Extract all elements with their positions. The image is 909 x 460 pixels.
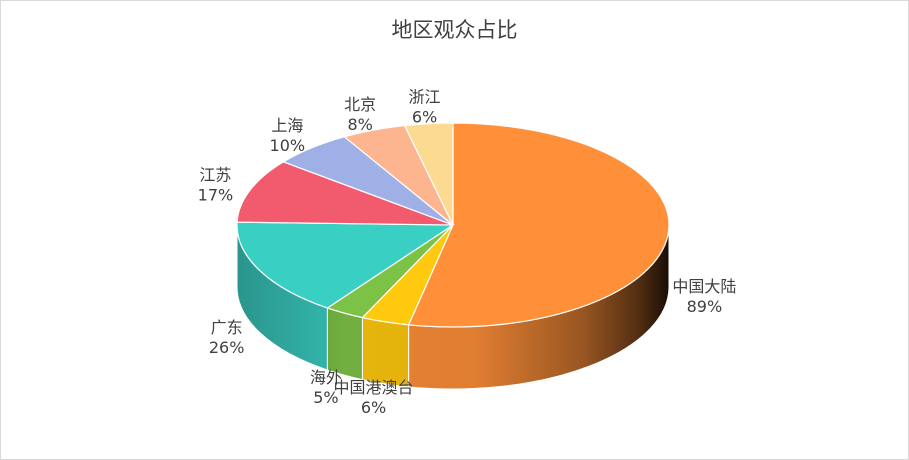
data-label: 中国大陆 89% bbox=[672, 277, 736, 316]
data-label: 北京 8% bbox=[344, 95, 376, 134]
slice-e6b599e6b19f[interactable] bbox=[403, 122, 454, 226]
data-label: 广东 26% bbox=[209, 318, 245, 357]
data-label: 上海 10% bbox=[270, 116, 306, 155]
slice-e6b19fe88b8f[interactable] bbox=[236, 161, 454, 226]
data-label: 浙江 6% bbox=[409, 87, 441, 126]
slice-e4b8ade59bbde6b8afe6beb3e58fb0-side bbox=[361, 316, 410, 388]
data-label: 江苏 17% bbox=[198, 165, 234, 204]
chart-title: 地区观众占比 bbox=[391, 18, 518, 42]
slice-e5b9bfe4b89c[interactable] bbox=[236, 221, 455, 309]
slice-e4b8ade59bbde5a4a7e99986[interactable] bbox=[407, 122, 670, 328]
data-label: 中国港澳台 6% bbox=[334, 378, 414, 417]
data-label: 海外 5% bbox=[310, 368, 342, 407]
